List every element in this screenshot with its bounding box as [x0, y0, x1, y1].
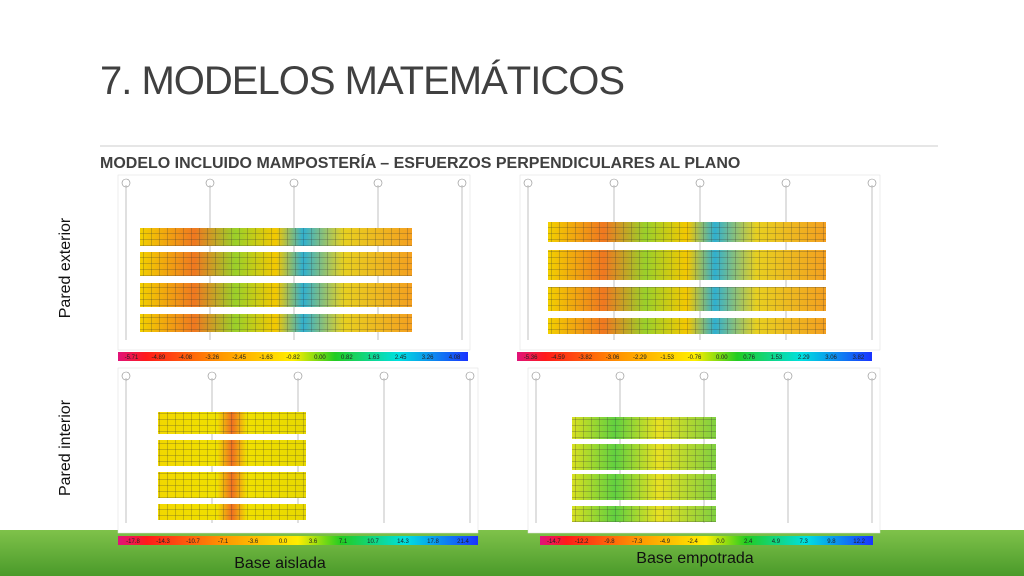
axis-bubble [783, 371, 793, 381]
scale-label: -5.36 [524, 355, 538, 361]
scale-label: 0.0 [716, 539, 725, 545]
scale-label: -1.53 [660, 355, 674, 361]
axis-bubble [121, 178, 131, 188]
mesh [158, 412, 306, 434]
mesh [548, 222, 826, 242]
scale-label: 0.76 [743, 355, 755, 361]
title: 7. MODELOS MATEMÁTICOS [100, 58, 624, 103]
scale-label: 4.9 [772, 539, 781, 545]
scale-label: 0.0 [279, 539, 288, 545]
scale-label: 0.00 [716, 355, 728, 361]
mesh [140, 252, 412, 276]
scale-label: 7.1 [339, 539, 348, 545]
mesh [572, 506, 716, 522]
scale-label: -4.9 [660, 539, 671, 545]
scale-label: 10.7 [367, 539, 379, 545]
color-scale [118, 352, 468, 361]
color-scale [118, 536, 478, 545]
mesh [548, 287, 826, 311]
scale-label: -4.08 [178, 355, 192, 361]
mesh [158, 472, 306, 498]
scale-label: 3.06 [825, 355, 837, 361]
mesh [548, 318, 826, 334]
mesh [158, 504, 306, 520]
axis-bubble [457, 178, 467, 188]
axis-bubble [609, 178, 619, 188]
scale-label: -0.82 [286, 355, 300, 361]
mesh [158, 440, 306, 466]
axis-bubble [523, 178, 533, 188]
scale-label: 4.08 [449, 355, 461, 361]
scale-label: -3.26 [205, 355, 219, 361]
color-scale [517, 352, 872, 361]
axis-bubble [205, 178, 215, 188]
scale-label: 9.8 [827, 539, 836, 545]
mesh [572, 474, 716, 500]
scale-label: -1.63 [259, 355, 273, 361]
color-scale [540, 536, 873, 545]
scale-label: -14.7 [547, 539, 561, 545]
axis-bubble [781, 178, 791, 188]
scale-label: -0.76 [688, 355, 702, 361]
scale-label: 21.4 [457, 539, 469, 545]
scale-label: 2.29 [798, 355, 810, 361]
axis-bubble [615, 371, 625, 381]
scale-label: 14.3 [397, 539, 409, 545]
mesh [140, 228, 412, 246]
axis-bubble [379, 371, 389, 381]
mesh [548, 250, 826, 280]
scale-label: -2.45 [232, 355, 246, 361]
axis-bubble [699, 371, 709, 381]
scale-label: -3.06 [606, 355, 620, 361]
scale-label: -7.1 [218, 539, 229, 545]
scale-label: 0.00 [314, 355, 326, 361]
axis-bubble [695, 178, 705, 188]
caption: Base empotrada [636, 550, 754, 567]
row-label: Pared interior [57, 399, 74, 496]
mesh [572, 444, 716, 470]
mesh [140, 283, 412, 307]
scale-label: 3.6 [309, 539, 318, 545]
axis-bubble [465, 371, 475, 381]
scale-label: 17.8 [427, 539, 439, 545]
subtitle: MODELO INCLUIDO MAMPOSTERÍA – ESFUERZOS … [100, 153, 740, 172]
scale-label: 12.2 [853, 539, 865, 545]
axis-bubble [207, 371, 217, 381]
scale-label: 3.82 [853, 355, 865, 361]
scale-label: 2.4 [744, 539, 753, 545]
axis-bubble [531, 371, 541, 381]
scale-label: -12.2 [575, 539, 589, 545]
scale-label: -5.71 [125, 355, 139, 361]
scale-label: 3.26 [422, 355, 434, 361]
scale-label: 2.45 [395, 355, 407, 361]
scale-label: -17.8 [126, 539, 140, 545]
scale-label: -9.8 [604, 539, 615, 545]
row-label: Pared exterior [57, 217, 74, 318]
scale-label: -2.4 [687, 539, 698, 545]
mesh [140, 314, 412, 332]
scale-label: -4.59 [551, 355, 565, 361]
scale-label: -3.82 [578, 355, 592, 361]
scale-label: -14.3 [156, 539, 170, 545]
scale-label: -10.7 [186, 539, 200, 545]
axis-bubble [373, 178, 383, 188]
scale-label: 0.82 [341, 355, 353, 361]
scale-label: -7.3 [632, 539, 643, 545]
scale-label: -4.89 [152, 355, 166, 361]
caption: Base aislada [234, 555, 326, 572]
axis-bubble [867, 371, 877, 381]
axis-bubble [867, 178, 877, 188]
axis-bubble [289, 178, 299, 188]
scale-label: 7.3 [799, 539, 808, 545]
scale-label: 1.63 [368, 355, 380, 361]
scale-label: -3.6 [248, 539, 259, 545]
scale-label: -2.29 [633, 355, 647, 361]
axis-bubble [293, 371, 303, 381]
mesh [572, 417, 716, 439]
axis-bubble [121, 371, 131, 381]
scale-label: 1.53 [771, 355, 783, 361]
